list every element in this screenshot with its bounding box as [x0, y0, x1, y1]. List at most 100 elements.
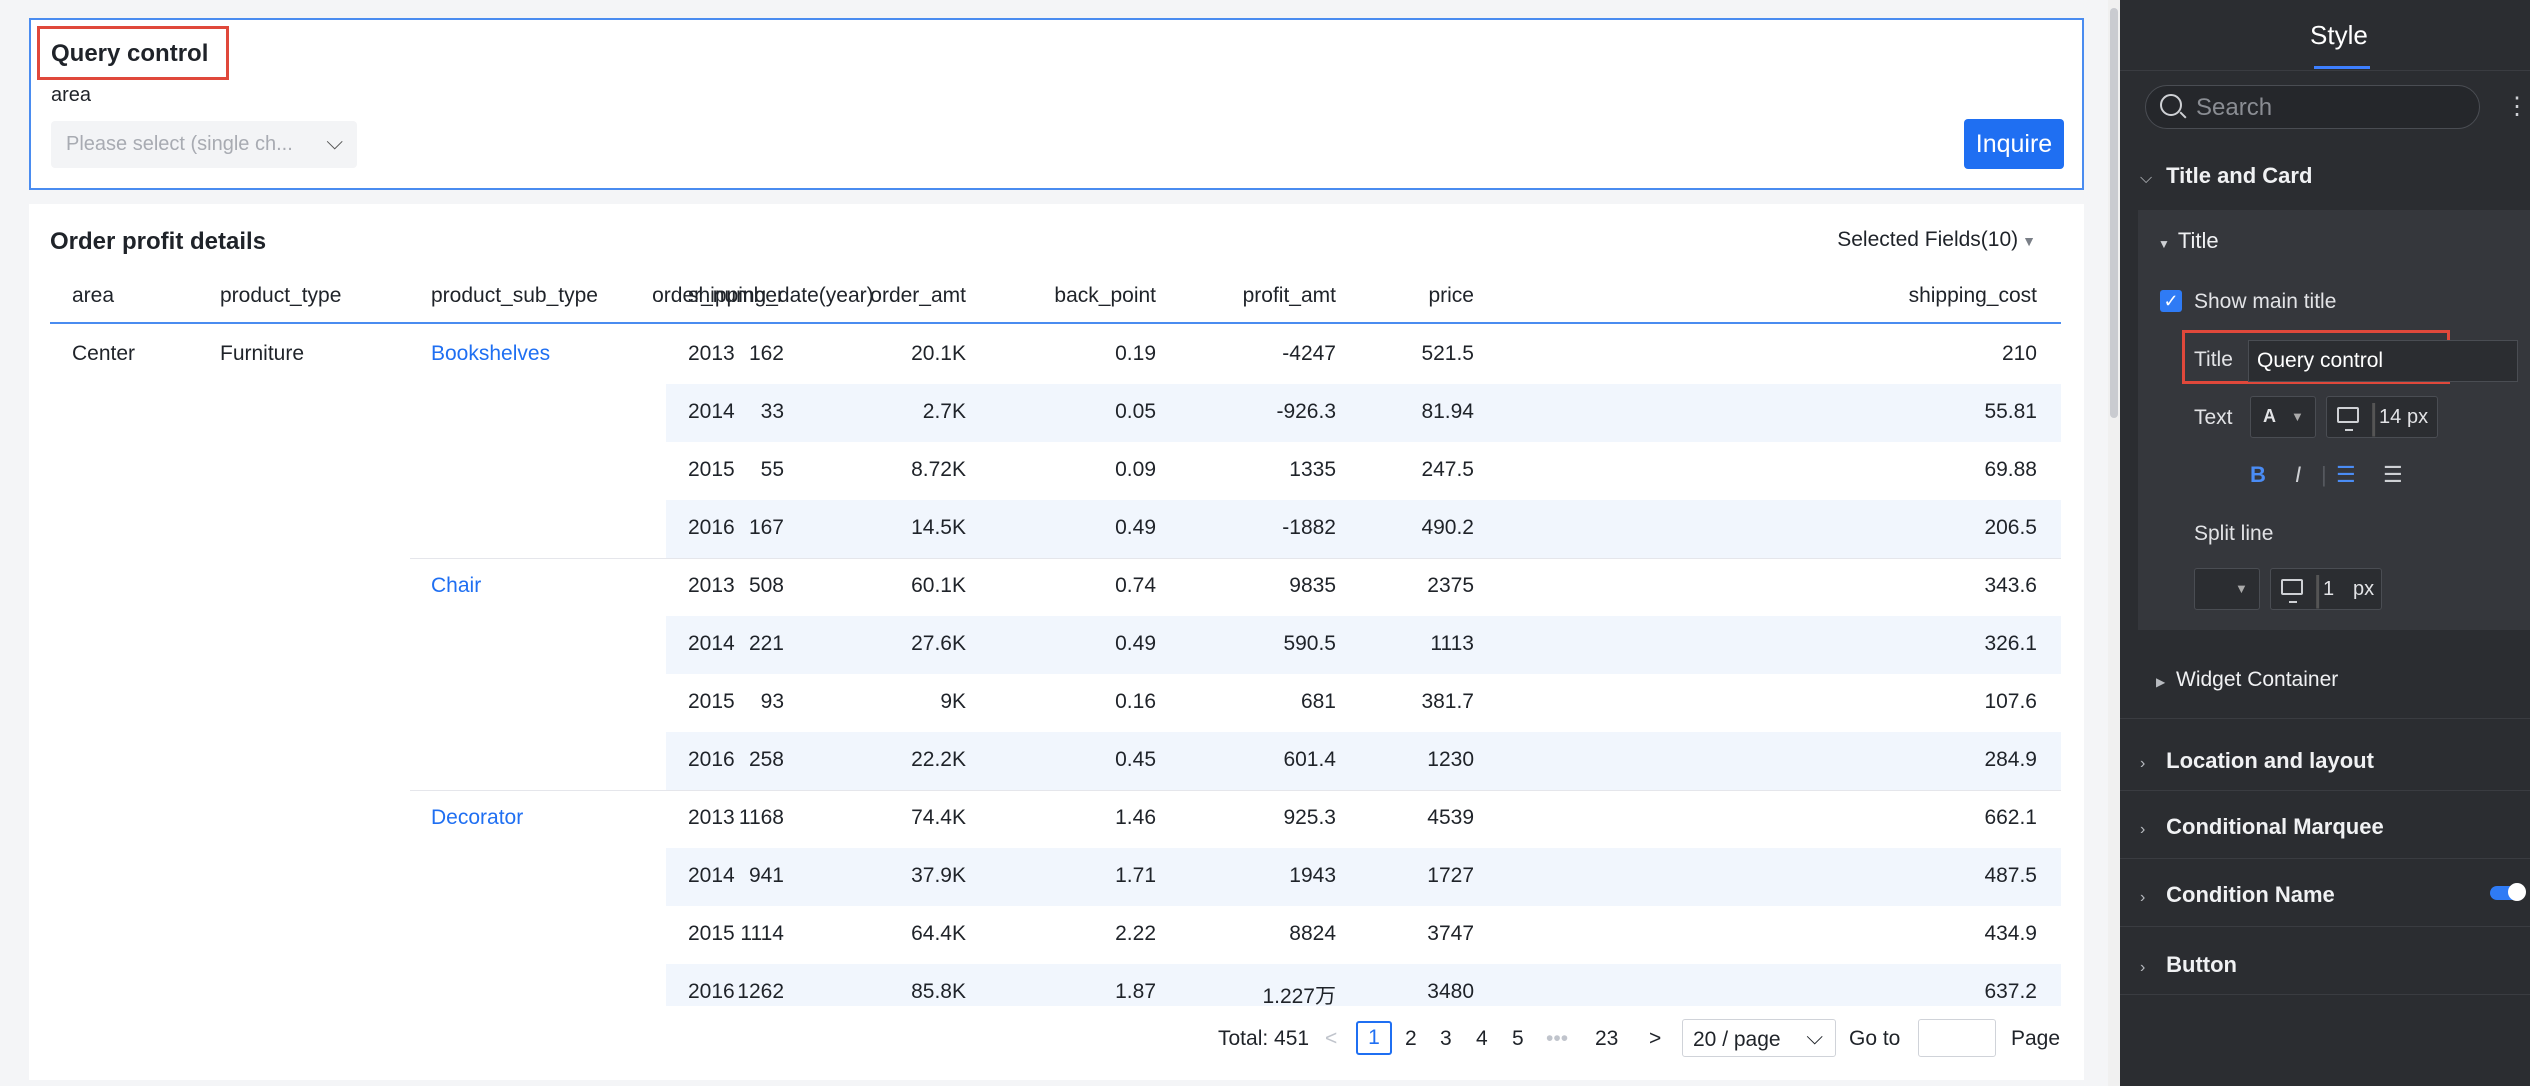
condition-name-toggle[interactable]	[2490, 883, 2526, 901]
caret-down-icon: ▼	[2022, 233, 2036, 249]
font-size-input[interactable]: | 14 px	[2326, 396, 2438, 438]
scrollbar-thumb[interactable]	[2110, 8, 2118, 418]
bold-toggle[interactable]: B	[2250, 462, 2266, 487]
section-location-and-layout[interactable]: › Location and layout	[2140, 748, 2374, 774]
next-page-icon[interactable]: >	[1649, 1027, 1662, 1050]
inquire-button[interactable]: Inquire	[1964, 119, 2064, 169]
table-row: 2015 93 9K 0.16 681 381.7 107.6	[50, 674, 2061, 732]
section-label: Widget Container	[2176, 668, 2339, 691]
panel-search[interactable]	[2145, 85, 2480, 129]
chevron-right-icon: ›	[2140, 755, 2146, 772]
column-header[interactable]: product_type	[220, 284, 342, 307]
cell-product-sub-type-link[interactable]: Bookshelves	[431, 342, 551, 365]
column-header[interactable]: shipping_date(year)	[688, 284, 874, 307]
more-pages-icon[interactable]: •••	[1546, 1027, 1569, 1050]
goto-input[interactable]	[1918, 1019, 1996, 1057]
page-number[interactable]: 5	[1512, 1027, 1524, 1050]
page-number-last[interactable]: 23	[1595, 1027, 1619, 1050]
cell-profit_amt: -926.3	[1276, 400, 1336, 423]
title-field-input[interactable]	[2248, 340, 2518, 382]
cell-order_number: 1262	[737, 980, 784, 1003]
area-select[interactable]: Please select (single ch... ⌵	[51, 121, 357, 168]
cell-product-sub-type-link[interactable]: Decorator	[431, 806, 524, 829]
page-number[interactable]: 3	[1440, 1027, 1452, 1050]
cell-profit_amt: 925.3	[1283, 806, 1336, 829]
font-color-select[interactable]: A ▼	[2250, 396, 2316, 438]
cell-order_amt: 14.5K	[911, 516, 966, 539]
cell-back_point: 0.49	[1115, 632, 1156, 655]
cell-product-type: Furniture	[220, 342, 305, 365]
split-line-style-select[interactable]: ▼	[2194, 568, 2260, 610]
cell-order_number: 221	[748, 632, 784, 655]
canvas-scrollbar[interactable]	[2108, 0, 2120, 1086]
cell-price: 1727	[1427, 864, 1474, 887]
page-size-select[interactable]: 20 / page ⌵	[1682, 1019, 1836, 1057]
cell-order_number: 941	[748, 864, 784, 887]
pagination: Total: 451 < 1 2 3 4 5 ••• 23 > 20 / pag…	[29, 1019, 2061, 1059]
cell-price: 381.7	[1421, 690, 1474, 713]
px-unit: px	[2407, 406, 2429, 428]
cell-shipping_cost: 69.88	[1984, 458, 2037, 481]
italic-toggle[interactable]: I	[2295, 462, 2302, 487]
row-background	[666, 674, 2061, 732]
subsection-title[interactable]: ▼ Title	[2158, 228, 2219, 254]
cell-shipping_cost: 55.81	[1984, 400, 2037, 423]
column-header[interactable]: order_number	[652, 284, 784, 307]
query-control-card[interactable]: Query control area Please select (single…	[29, 18, 2084, 190]
caret-right-icon: ▶	[2156, 675, 2166, 689]
tab-style[interactable]: Style	[2310, 20, 2368, 50]
row-background	[666, 616, 2061, 674]
column-header[interactable]: back_point	[1054, 284, 1156, 307]
more-options-icon[interactable]: ⋮	[2505, 93, 2529, 120]
cell-profit_amt: 8824	[1289, 922, 1336, 945]
section-label: Button	[2166, 952, 2237, 977]
prev-page-icon[interactable]: <	[1325, 1027, 1338, 1050]
cell-profit_amt: 9835	[1289, 574, 1336, 597]
column-header[interactable]: product_sub_type	[431, 284, 598, 307]
table-body: 2013 162 20.1K 0.19 -4247 521.5 210 2014 33 2.7K 0…	[50, 326, 2061, 1006]
cell-back_point: 0.74	[1115, 574, 1156, 597]
column-header[interactable]: price	[1428, 284, 1474, 307]
table-title: Order profit details	[50, 228, 267, 255]
page-number[interactable]: 2	[1405, 1027, 1417, 1050]
show-main-title-checkbox[interactable]: ✓	[2160, 290, 2182, 312]
column-header[interactable]: profit_amt	[1242, 284, 1336, 307]
search-input[interactable]	[2196, 94, 2466, 122]
align-left-icon[interactable]: ☰	[2336, 462, 2356, 487]
page-number[interactable]: 4	[1476, 1027, 1488, 1050]
cell-profit_amt: 1943	[1289, 864, 1336, 887]
cell-order_amt: 2.7K	[922, 400, 966, 423]
chevron-right-icon: ›	[2140, 821, 2146, 838]
row-background	[666, 558, 2061, 616]
cell-shipping-year: 2015	[688, 690, 735, 713]
cell-shipping_cost: 487.5	[1984, 864, 2037, 887]
cell-back_point: 0.45	[1115, 748, 1156, 771]
active-tab-indicator	[2314, 66, 2370, 69]
column-header[interactable]: area	[72, 284, 115, 307]
cell-shipping-year: 2014	[688, 400, 735, 423]
title-highlight	[37, 26, 229, 80]
column-header[interactable]: shipping_cost	[1908, 284, 2037, 307]
cell-shipping_cost: 637.2	[1984, 980, 2037, 1003]
split-line-width-input[interactable]: | 1 px	[2270, 568, 2382, 610]
section-title-and-card[interactable]: ⌵ Title and Card	[2140, 163, 2312, 189]
cell-shipping-year: 2014	[688, 864, 735, 887]
cell-back_point: 0.16	[1115, 690, 1156, 713]
section-condition-name[interactable]: › Condition Name	[2140, 882, 2335, 908]
section-label: Location and layout	[2166, 748, 2374, 773]
section-label: Title and Card	[2166, 163, 2313, 188]
section-conditional-marquee[interactable]: › Conditional Marquee	[2140, 814, 2384, 840]
table-row: 2013 508 60.1K 0.74 9835 2375 343.6	[50, 558, 2061, 616]
cell-back_point: 1.46	[1115, 806, 1156, 829]
section-button[interactable]: › Button	[2140, 952, 2237, 978]
selected-fields-dropdown[interactable]: Selected Fields(10) ▼	[1837, 228, 2036, 252]
table-row: 2015 55 8.72K 0.09 1335 247.5 69.88	[50, 442, 2061, 500]
column-header[interactable]: order_amt	[870, 284, 966, 307]
row-background	[666, 326, 2061, 384]
section-widget-container[interactable]: ▶ Widget Container	[2156, 668, 2338, 692]
page-number-current[interactable]: 1	[1356, 1021, 1392, 1055]
cell-profit_amt: 681	[1300, 690, 1336, 713]
align-center-icon[interactable]: ☰	[2383, 462, 2403, 487]
table-row: 2014 221 27.6K 0.49 590.5 1113 326.1	[50, 616, 2061, 674]
cell-product-sub-type-link[interactable]: Chair	[431, 574, 482, 597]
